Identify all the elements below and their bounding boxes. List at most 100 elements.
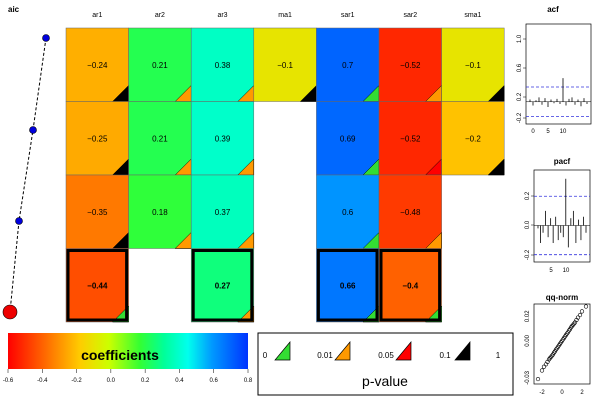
colorbar-title: coefficients xyxy=(81,347,159,363)
colorbar-tick-label: -0.4 xyxy=(37,378,48,384)
x-tick-label: 10 xyxy=(563,268,570,274)
pvalue-swatch xyxy=(274,341,291,361)
coefficient-grid: −0.24 0.21 0.38 −0.1 0.7 −0.52 −0.1 −0.25 0.21 0.… xyxy=(65,27,505,323)
grid-cell: 0.21 xyxy=(128,101,192,176)
cell-value: −0.2 xyxy=(465,134,481,143)
column-headers: ar1 ar2 ar3 ma1 sar1 sar2 sma1 xyxy=(92,12,481,19)
cell-fill xyxy=(378,27,442,102)
best-model-border xyxy=(379,249,442,322)
cell-fill xyxy=(65,174,129,249)
cell-fill xyxy=(441,27,505,102)
grid-cell: −0.1 xyxy=(253,27,317,102)
grid-cell: 0.18 xyxy=(128,174,192,249)
y-tick-label: 0.00 xyxy=(525,334,531,346)
cell-value: −0.1 xyxy=(465,61,481,70)
x-tick-label: 0 xyxy=(531,129,535,135)
grid-cell: −0.24 xyxy=(65,27,129,102)
qq-point xyxy=(569,324,575,329)
qq-point xyxy=(568,325,574,330)
grid-cell: −0.52 xyxy=(378,27,442,102)
cell-value: −0.52 xyxy=(400,134,421,143)
y-tick-label: 0.2 xyxy=(525,191,531,200)
cell-value: 0.18 xyxy=(152,208,168,217)
y-tick-label: -0.2 xyxy=(525,249,531,260)
cell-fill xyxy=(316,174,380,249)
pvalue-legend: p-value 0 0.01 0.05 0.1 1 xyxy=(257,332,514,396)
aic-label: aic xyxy=(8,5,20,14)
cell-fill xyxy=(65,248,129,323)
grid-cell: 0.39 xyxy=(190,101,255,176)
x-tick-label: 10 xyxy=(560,129,567,135)
cell-value: −0.1 xyxy=(277,61,293,70)
x-tick-label: 2 xyxy=(580,390,584,396)
x-tick-label: 0 xyxy=(560,390,564,396)
y-tick-label: 0.6 xyxy=(517,63,523,72)
cell-value: −0.35 xyxy=(87,208,108,217)
y-tick-label: 0.02 xyxy=(525,310,531,322)
colorbar-tick-label: 0.8 xyxy=(244,378,253,384)
cell-value: −0.25 xyxy=(87,134,108,143)
cell-fill xyxy=(378,101,442,176)
qq-point xyxy=(539,368,545,373)
grid-cell: 0.69 xyxy=(316,101,380,176)
qq-point xyxy=(541,364,547,369)
colorbar-tick-label: 0.6 xyxy=(210,378,219,384)
cell-fill xyxy=(378,248,442,323)
cell-value: 0.6 xyxy=(342,208,354,217)
cell-value: −0.4 xyxy=(402,281,418,290)
cell-value: 0.21 xyxy=(152,61,168,70)
pvalue-triangle xyxy=(424,305,442,323)
best-model-border xyxy=(66,249,129,322)
aic-point xyxy=(42,34,50,42)
grid-cell: 0.66 xyxy=(316,248,380,323)
acf-panel: acf -0.2 0.2 0.6 1.0 0 5 10 xyxy=(517,5,592,135)
pvalue-break-label: 0 xyxy=(263,351,268,360)
qq-point xyxy=(571,321,577,326)
colorbar-tick-label: -0.2 xyxy=(71,378,82,384)
aic-point xyxy=(29,126,37,134)
cell-fill xyxy=(441,101,505,176)
y-tick-label: -0.03 xyxy=(525,370,531,384)
cell-value: 0.27 xyxy=(215,281,231,290)
pvalue-items: 0 0.01 0.05 0.1 1 xyxy=(263,341,501,361)
qq-point xyxy=(551,350,557,355)
grid-cell: −0.1 xyxy=(441,27,505,102)
grid-cell: 0.7 xyxy=(316,27,380,102)
cell-value: 0.7 xyxy=(342,61,354,70)
pvalue-swatch xyxy=(334,341,351,361)
cell-fill xyxy=(190,27,255,102)
pvalue-legend-box xyxy=(257,332,514,396)
x-tick-label: 5 xyxy=(549,268,553,274)
pvalue-swatch xyxy=(454,341,471,361)
pacf-panel: pacf -0.2 0.0 0.2 5 10 xyxy=(525,157,591,274)
grid-cell: −0.2 xyxy=(441,101,505,176)
pvalue-swatch xyxy=(395,341,412,361)
qq-point xyxy=(564,331,570,336)
pvalue-break-label: 0.05 xyxy=(378,351,394,360)
grid-cell: −0.25 xyxy=(65,101,129,176)
cell-value: −0.48 xyxy=(400,208,421,217)
qq-title: qq-norm xyxy=(546,293,578,302)
cell-value: −0.44 xyxy=(87,281,108,290)
cell-fill xyxy=(253,27,317,102)
pvalue-title: p-value xyxy=(362,373,408,389)
qq-point xyxy=(570,322,576,328)
x-tick-label: 5 xyxy=(546,129,550,135)
cell-fill xyxy=(190,101,255,176)
cell-fill xyxy=(316,248,380,323)
cell-fill xyxy=(65,27,129,102)
pvalue-triangle xyxy=(237,305,255,323)
y-tick-label: -0.2 xyxy=(517,112,523,123)
column-header: ar1 xyxy=(92,12,102,19)
pvalue-triangle xyxy=(487,158,505,176)
qq-point xyxy=(577,312,583,318)
y-tick-label: 0.0 xyxy=(525,220,531,229)
aic-point xyxy=(15,217,23,225)
column-header: sma1 xyxy=(464,12,481,19)
cell-fill xyxy=(128,27,192,102)
best-model-border xyxy=(316,249,379,322)
qq-point xyxy=(553,347,559,352)
acf-title: acf xyxy=(547,5,559,14)
column-header: ma1 xyxy=(278,12,292,19)
